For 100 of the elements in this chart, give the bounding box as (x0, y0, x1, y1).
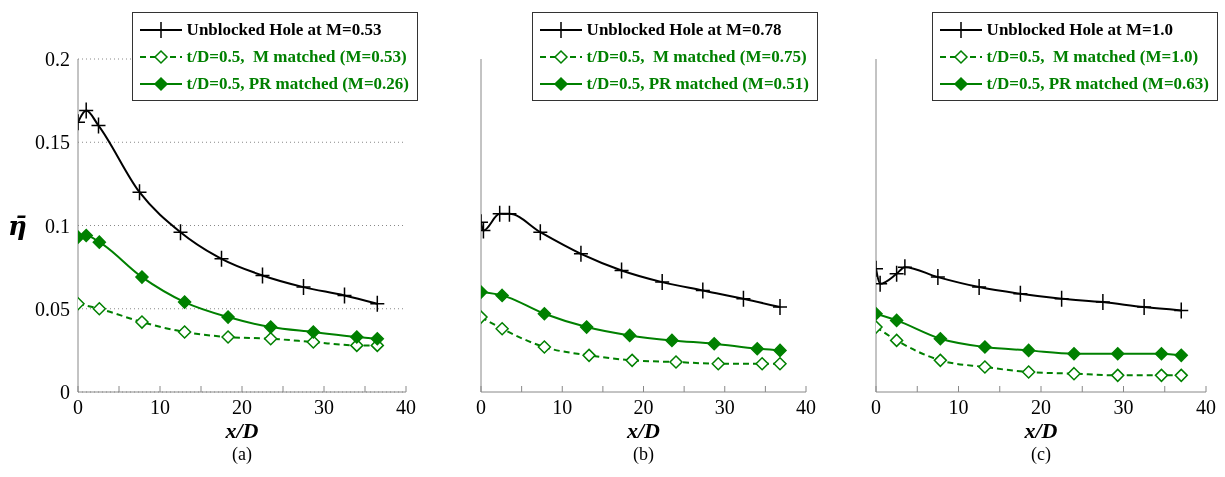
point (213, 250, 230, 268)
point (750, 341, 764, 356)
legend-label: t/D=0.5, M matched (M=0.53) (186, 46, 407, 68)
text: (a) (231, 444, 253, 465)
point (92, 235, 107, 249)
point (537, 307, 552, 321)
x-tick-label: 20 (232, 396, 252, 419)
point (1012, 285, 1029, 303)
point (888, 265, 905, 283)
point (1067, 346, 1081, 361)
point (669, 355, 683, 369)
point (79, 228, 93, 243)
point (501, 205, 518, 223)
point (135, 315, 149, 329)
y-tick-label: 0.2 (45, 48, 70, 71)
point (90, 116, 107, 135)
point (537, 340, 552, 354)
legend-label: t/D=0.5, PR matched (M=0.51) (586, 73, 809, 95)
point (654, 273, 670, 291)
point (495, 288, 509, 303)
point (978, 340, 992, 354)
x-axis-title: x/D (626, 418, 661, 443)
point (625, 353, 639, 368)
point (177, 325, 192, 339)
text: (b) (632, 444, 655, 465)
x-tick-label: 0 (871, 396, 881, 419)
y-tick-label: 0.1 (45, 214, 70, 237)
legend-label: t/D=0.5, PR matched (M=0.26) (186, 73, 409, 95)
x-tick-label: 20 (1031, 396, 1051, 419)
point (369, 295, 386, 313)
point (755, 356, 769, 371)
point (1174, 348, 1188, 363)
point (695, 281, 711, 300)
point (350, 330, 364, 344)
point (263, 320, 278, 334)
legend-label: Unblocked Hole at M=0.78 (586, 19, 782, 41)
point (306, 325, 321, 339)
x-tick-label: 30 (314, 396, 334, 419)
y-tick-label: 0.15 (35, 131, 70, 154)
point (532, 223, 549, 241)
point (665, 333, 679, 348)
point (135, 270, 149, 284)
point (1067, 366, 1081, 381)
point (1021, 365, 1036, 379)
point (370, 331, 385, 346)
point (1173, 301, 1189, 320)
x-tick-label: 40 (1196, 396, 1216, 419)
point (711, 356, 725, 371)
point (773, 343, 787, 358)
point (1154, 368, 1169, 383)
point (263, 331, 278, 346)
y-axis-title: η̄ (8, 210, 27, 241)
point (971, 278, 987, 296)
point (933, 331, 948, 346)
text: (c) (1030, 444, 1052, 465)
point (889, 333, 904, 348)
point (930, 268, 946, 286)
x-tick-label: 10 (552, 396, 573, 419)
legend-label: Unblocked Hole at M=0.53 (186, 19, 382, 41)
legend-label: t/D=0.5, PR matched (M=0.63) (986, 73, 1209, 95)
legend-label: Unblocked Hole at M=1.0 (986, 19, 1173, 41)
point (131, 183, 148, 201)
point (1021, 343, 1036, 358)
point (78, 101, 94, 120)
point (1110, 346, 1125, 361)
point (1174, 368, 1188, 383)
point (295, 278, 312, 296)
point (622, 328, 637, 343)
point (1154, 346, 1169, 361)
point (221, 310, 235, 324)
x-tick-label: 0 (476, 396, 486, 419)
point (933, 353, 948, 368)
point (889, 313, 904, 328)
point (306, 335, 321, 349)
point (613, 261, 630, 280)
point (735, 290, 752, 308)
point (582, 348, 596, 363)
x-tick-label: 10 (948, 396, 969, 419)
x-axis-title: x/D (1023, 418, 1058, 443)
point (172, 223, 189, 241)
point (897, 258, 913, 276)
x-axis-title: x/D (224, 418, 259, 443)
y-tick-label: 0.05 (35, 297, 70, 320)
x-tick-label: 10 (150, 396, 170, 419)
point (221, 330, 235, 344)
point (336, 286, 353, 305)
x-tick-label: 30 (714, 396, 735, 419)
y-tick-label: 0 (60, 381, 70, 404)
point (978, 360, 992, 374)
x-tick-label: 30 (1113, 396, 1134, 419)
x-tick-label: 20 (633, 396, 654, 419)
x-tick-label: 40 (796, 396, 816, 419)
point (573, 245, 589, 263)
x-tick-label: 40 (396, 396, 416, 419)
point (495, 321, 509, 336)
point (707, 336, 721, 351)
point (1053, 290, 1070, 308)
point (177, 295, 192, 309)
point (772, 298, 788, 316)
point (773, 356, 787, 371)
